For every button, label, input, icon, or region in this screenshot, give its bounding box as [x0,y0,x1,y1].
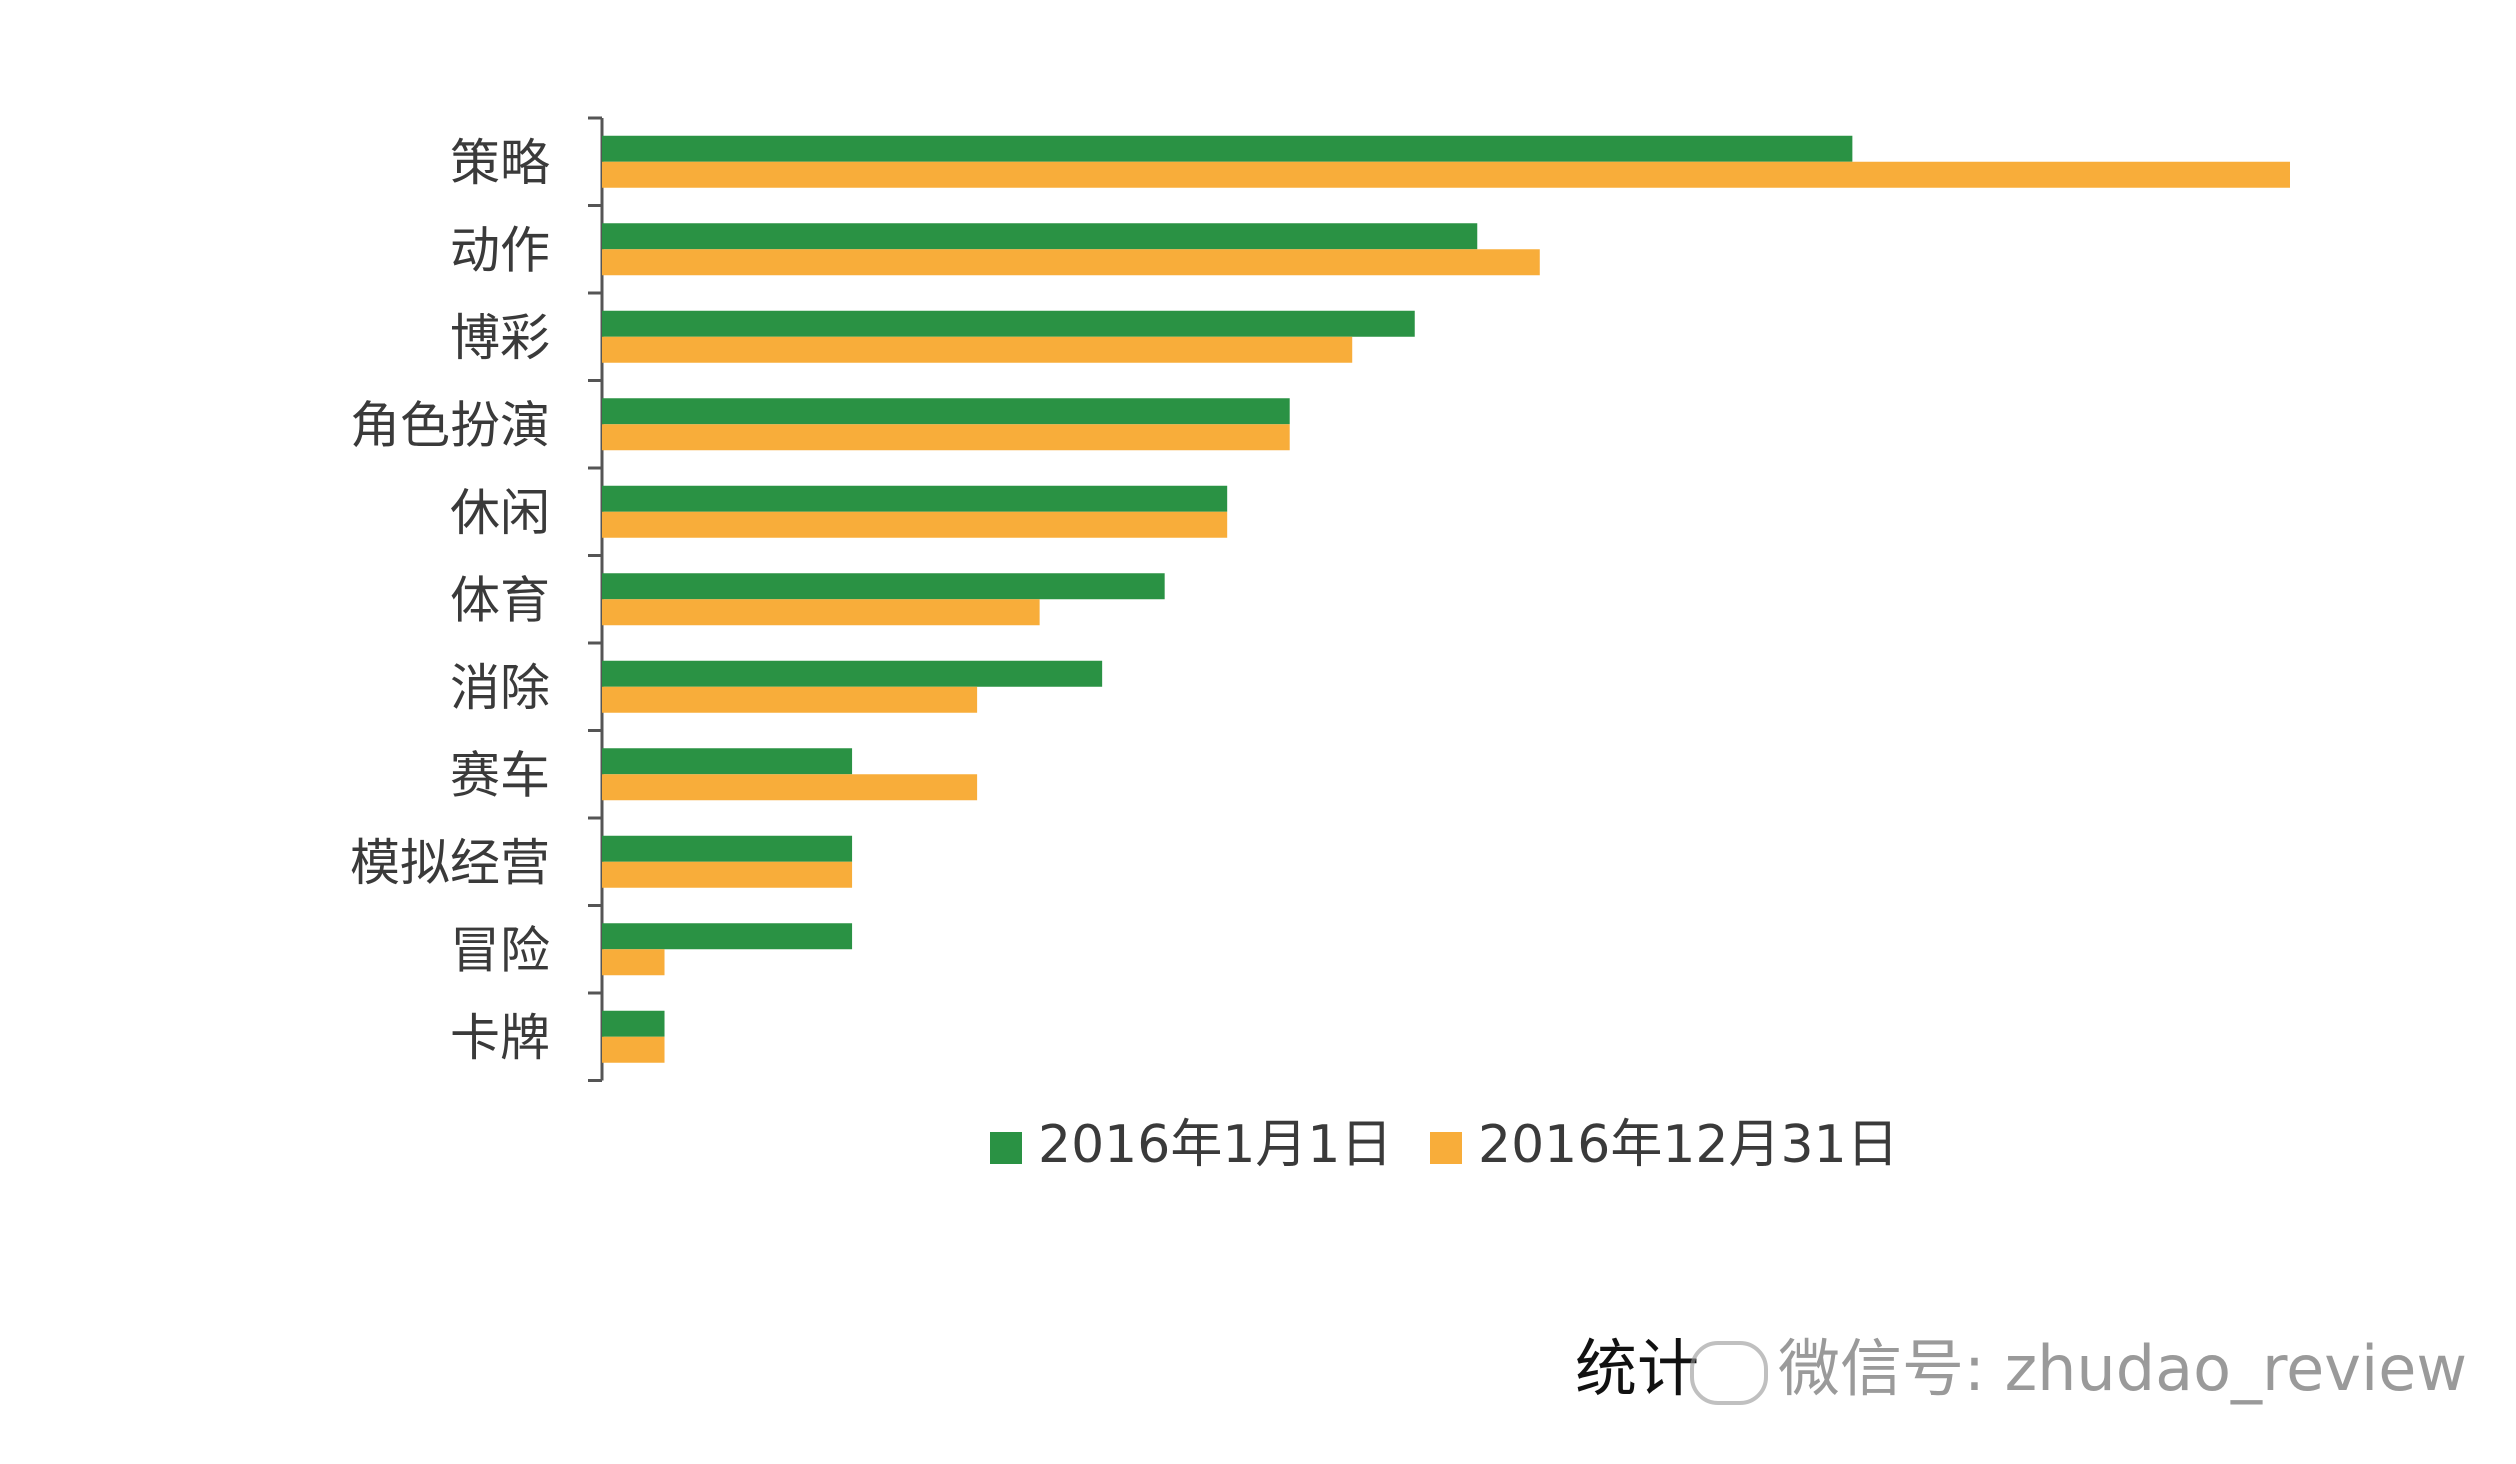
watermark-label: 微信号: zhudao_review [1778,1332,2468,1405]
bar-series1-1 [602,223,1478,250]
bar-series2-9 [602,949,665,976]
bar-series1-2 [602,310,1415,337]
bars-group [602,135,2290,1063]
bar-series2-1 [602,249,1540,276]
bar-series1-3 [602,398,1290,425]
category-label: 角色扮演 [350,396,550,454]
bar-series1-9 [602,923,853,950]
bar-series1-6 [602,660,1103,687]
category-label: 动作 [450,221,550,279]
legend-label-2: 2016年12月31日 [1478,1115,1899,1175]
legend-swatch-1 [990,1132,1022,1164]
category-label: 模拟经营 [350,834,550,892]
category-label: 体育 [450,571,550,629]
bar-series1-8 [602,835,853,862]
legend: 2016年1月1日 2016年12月31日 [990,1115,1899,1175]
y-axis [588,116,604,1082]
bar-series2-8 [602,861,853,888]
category-label: 博彩 [450,309,550,367]
bar-series2-6 [602,686,978,713]
bar-series1-4 [602,485,1228,512]
legend-label-1: 2016年1月1日 [1038,1115,1393,1175]
watermark-text: 微信号: zhudao_review [1690,1318,2467,1408]
bar-series2-3 [602,424,1290,451]
bar-series1-5 [602,573,1165,600]
bar-series2-7 [602,774,978,801]
bar-series2-2 [602,336,1353,363]
bar-series1-7 [602,748,853,775]
category-label: 休闲 [450,484,550,542]
bar-series2-4 [602,511,1228,538]
source-text: 统计 [1575,1332,1700,1405]
legend-swatch-2 [1430,1132,1462,1164]
bar-series1-0 [602,135,1853,162]
category-label: 消除 [450,659,550,717]
bar-series2-10 [602,1036,665,1063]
bar-series2-5 [602,599,1040,626]
bar-series1-10 [602,1010,665,1037]
category-label: 策略 [450,134,550,192]
wechat-icon [1690,1340,1768,1405]
bar-series2-0 [602,161,2290,188]
category-label: 赛车 [450,746,550,804]
category-label: 冒险 [450,921,550,979]
category-label: 卡牌 [450,1009,550,1067]
